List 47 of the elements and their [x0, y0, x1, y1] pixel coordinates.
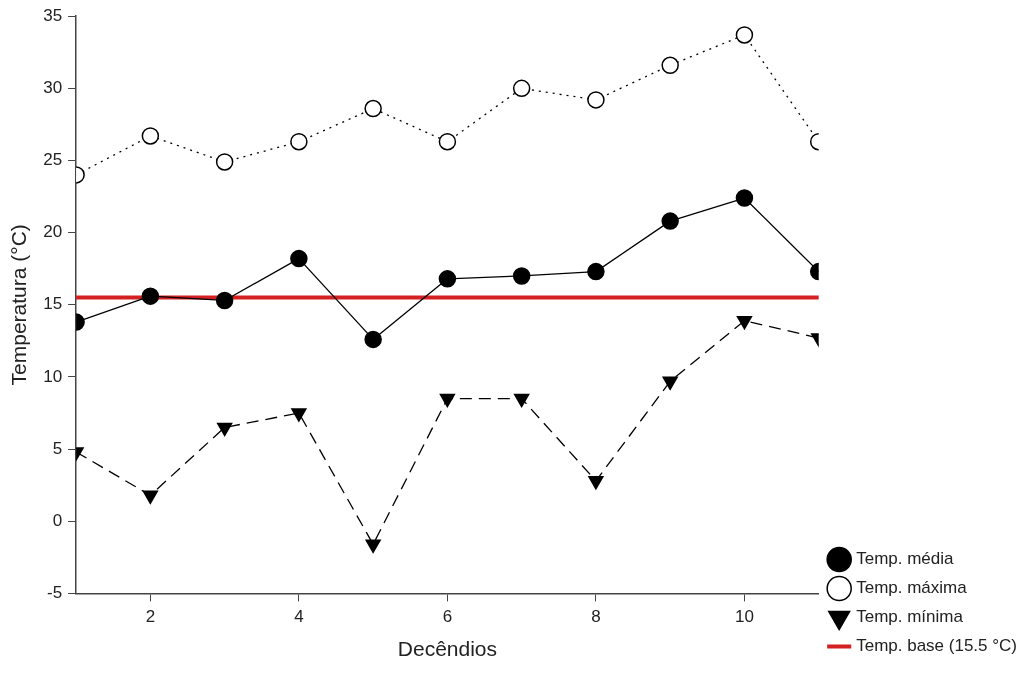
point — [587, 262, 605, 281]
legend-label: Temp. base (15.5 °C) — [856, 636, 1017, 656]
x-tick-label: 4 — [294, 607, 304, 627]
point — [661, 56, 679, 75]
point — [215, 291, 234, 310]
point — [364, 99, 382, 118]
point — [439, 393, 456, 408]
y-tick-label: 30 — [43, 78, 63, 98]
point — [735, 189, 754, 207]
point — [142, 490, 159, 505]
y-tick-label: -5 — [46, 583, 63, 603]
legend-label: Temp. mínima — [856, 607, 964, 627]
y-tick-label: 10 — [43, 366, 63, 386]
point — [736, 315, 753, 330]
point — [364, 330, 382, 349]
legend-label: Temp. máxima — [856, 578, 968, 598]
y-tick-label: 20 — [43, 222, 63, 242]
x-tick-label: 2 — [145, 607, 156, 627]
x-tick-label: 6 — [442, 607, 453, 627]
y-axis-title: Temperatura (°C) — [7, 224, 31, 386]
x-axis-title: Decêndios — [397, 637, 498, 661]
point — [290, 132, 308, 151]
y-tick-label: 25 — [43, 150, 63, 170]
point — [291, 408, 307, 422]
point — [438, 270, 457, 288]
point — [290, 249, 308, 268]
point — [216, 422, 233, 437]
point — [438, 132, 457, 151]
point — [215, 153, 234, 171]
x-tick-label: 8 — [591, 607, 601, 627]
y-tick-label: 0 — [52, 510, 63, 530]
point — [587, 91, 605, 109]
point — [661, 212, 679, 230]
point — [512, 267, 531, 285]
point — [141, 127, 160, 145]
point — [662, 376, 678, 391]
point — [735, 26, 754, 44]
legend-label: Temp. média — [856, 549, 955, 569]
y-tick-label: 15 — [43, 294, 63, 314]
point — [141, 287, 160, 305]
point — [512, 79, 531, 98]
point — [513, 393, 530, 408]
point — [588, 476, 604, 490]
y-tick-label: 5 — [52, 438, 63, 458]
point — [365, 539, 381, 554]
y-tick-label: 35 — [43, 5, 63, 25]
x-tick-label: 10 — [734, 607, 754, 627]
